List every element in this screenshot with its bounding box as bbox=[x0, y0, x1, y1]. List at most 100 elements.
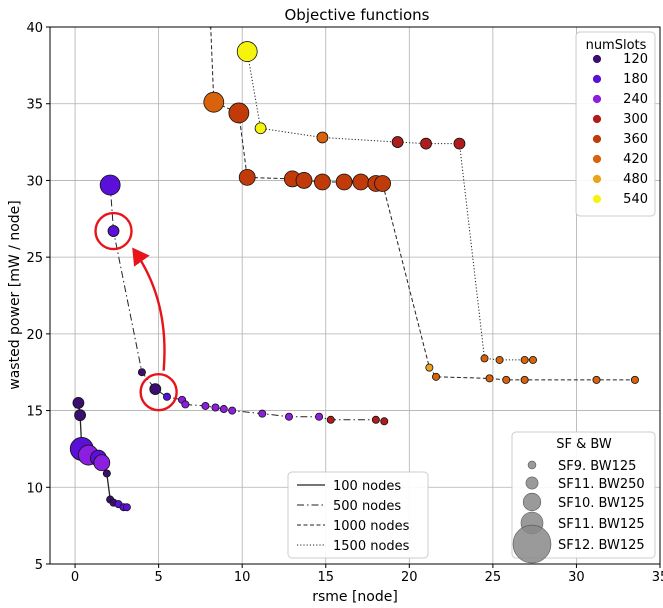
data-point bbox=[520, 355, 529, 364]
color-legend-label: 360 bbox=[623, 132, 648, 147]
size-legend-swatch bbox=[525, 476, 539, 490]
size-legend-label: SF9. BW125 bbox=[558, 459, 636, 474]
data-point bbox=[149, 383, 162, 395]
annotation-arrow bbox=[132, 247, 166, 371]
chart-title: Objective functions bbox=[285, 6, 430, 24]
color-legend-swatch bbox=[592, 174, 602, 184]
data-point bbox=[284, 412, 293, 421]
x-tick-label: 5 bbox=[154, 570, 162, 585]
x-tick-label: 15 bbox=[317, 570, 334, 585]
data-point bbox=[99, 174, 121, 196]
data-point bbox=[102, 469, 111, 478]
line-legend-label: 1000 nodes bbox=[333, 519, 410, 534]
series-line-dotted bbox=[246, 51, 533, 361]
data-point bbox=[238, 168, 256, 186]
color-legend-label: 540 bbox=[623, 192, 648, 207]
size-legend: SF & BW SF9. BW125 SF11. BW250 SF10. BW125… bbox=[511, 431, 656, 564]
data-point bbox=[93, 454, 111, 472]
data-point bbox=[502, 375, 511, 384]
data-point bbox=[228, 102, 250, 124]
size-legend-entries: SF9. BW125 SF11. BW250 SF10. BW125 SF11. BW… bbox=[512, 459, 645, 564]
color-legend-label: 120 bbox=[623, 52, 648, 67]
line-legend-label: 1500 nodes bbox=[333, 539, 410, 554]
data-point bbox=[453, 137, 466, 150]
line-legend-label: 500 nodes bbox=[333, 499, 401, 514]
data-point bbox=[592, 375, 601, 384]
x-tick-label: 30 bbox=[568, 570, 585, 585]
size-legend-title: SF & BW bbox=[556, 437, 612, 452]
color-legend-title: numSlots bbox=[586, 38, 647, 53]
data-point bbox=[207, 27, 214, 28]
series-line-dashed bbox=[210, 27, 635, 381]
data-point bbox=[211, 403, 220, 412]
y-tick-label: 25 bbox=[26, 251, 43, 266]
data-point bbox=[236, 41, 258, 62]
line-legend: 100 nodes 500 nodes 1000 nodes 1500 nodes bbox=[287, 471, 429, 559]
y-axis-label: wasted power [mW / node] bbox=[7, 200, 23, 389]
data-point bbox=[485, 374, 494, 383]
color-legend-label: 480 bbox=[623, 172, 648, 187]
size-legend-label: SF12. BW125 bbox=[558, 538, 645, 553]
data-point bbox=[326, 415, 335, 424]
data-point bbox=[630, 375, 639, 384]
color-legend-swatch bbox=[592, 114, 602, 124]
color-legend-label: 180 bbox=[623, 72, 648, 87]
data-point bbox=[520, 375, 529, 384]
color-legend: numSlots 120 180 240 300 360 420 480 540 bbox=[575, 31, 656, 217]
data-point bbox=[480, 354, 489, 363]
y-tick-label: 5 bbox=[35, 558, 43, 573]
color-legend-label: 240 bbox=[623, 92, 648, 107]
x-tick-label: 25 bbox=[485, 570, 502, 585]
data-point bbox=[219, 405, 228, 414]
x-axis-label: rsme [node] bbox=[312, 589, 398, 605]
x-tick-label: 20 bbox=[401, 570, 418, 585]
color-legend-swatch bbox=[592, 54, 602, 64]
size-legend-swatch bbox=[522, 492, 542, 512]
plot-frame bbox=[49, 26, 661, 565]
y-tick-label: 35 bbox=[26, 98, 43, 113]
data-point bbox=[425, 363, 434, 372]
y-tick-label: 40 bbox=[26, 21, 43, 36]
x-tick-label: 0 bbox=[71, 570, 79, 585]
y-tick-label: 20 bbox=[26, 328, 43, 343]
x-tick-label: 10 bbox=[234, 570, 251, 585]
size-legend-label: SF10. BW125 bbox=[558, 496, 645, 511]
line-legend-entries: 100 nodes 500 nodes 1000 nodes 1500 nodes bbox=[297, 479, 410, 554]
data-point bbox=[315, 412, 324, 421]
y-tick-label: 15 bbox=[26, 405, 43, 420]
color-legend-swatch bbox=[592, 134, 602, 144]
y-tick-label: 10 bbox=[26, 481, 43, 496]
data-point bbox=[258, 409, 267, 418]
data-point bbox=[107, 225, 120, 237]
data-point bbox=[432, 372, 441, 381]
data-point bbox=[391, 136, 404, 148]
size-legend-label: SF11. BW125 bbox=[558, 517, 645, 532]
data-point bbox=[374, 175, 391, 192]
size-legend-label: SF11. BW250 bbox=[558, 477, 645, 492]
data-point bbox=[74, 409, 86, 422]
data-point bbox=[228, 406, 237, 415]
color-legend-swatch bbox=[592, 94, 602, 104]
data-point bbox=[203, 91, 225, 113]
line-legend-label: 100 nodes bbox=[333, 479, 401, 494]
x-tick-label: 35 bbox=[652, 570, 663, 585]
color-legend-swatch bbox=[592, 74, 602, 84]
color-legend-label: 300 bbox=[623, 112, 648, 127]
data-point bbox=[201, 401, 210, 410]
highlight-circle bbox=[94, 211, 133, 251]
data-point bbox=[335, 173, 353, 191]
data-point bbox=[495, 355, 504, 364]
data-point bbox=[528, 355, 537, 364]
data-point bbox=[254, 122, 267, 135]
size-legend-swatch bbox=[527, 460, 537, 470]
data-point bbox=[371, 415, 380, 424]
data-points bbox=[69, 27, 639, 512]
data-point bbox=[137, 368, 146, 377]
color-legend-label: 420 bbox=[623, 152, 648, 167]
y-tick-label: 30 bbox=[26, 174, 43, 189]
color-legend-swatch bbox=[592, 154, 602, 164]
data-point bbox=[380, 417, 389, 426]
annotations bbox=[94, 211, 178, 412]
color-legend-entries: 120 180 240 300 360 420 480 540 bbox=[592, 52, 648, 207]
